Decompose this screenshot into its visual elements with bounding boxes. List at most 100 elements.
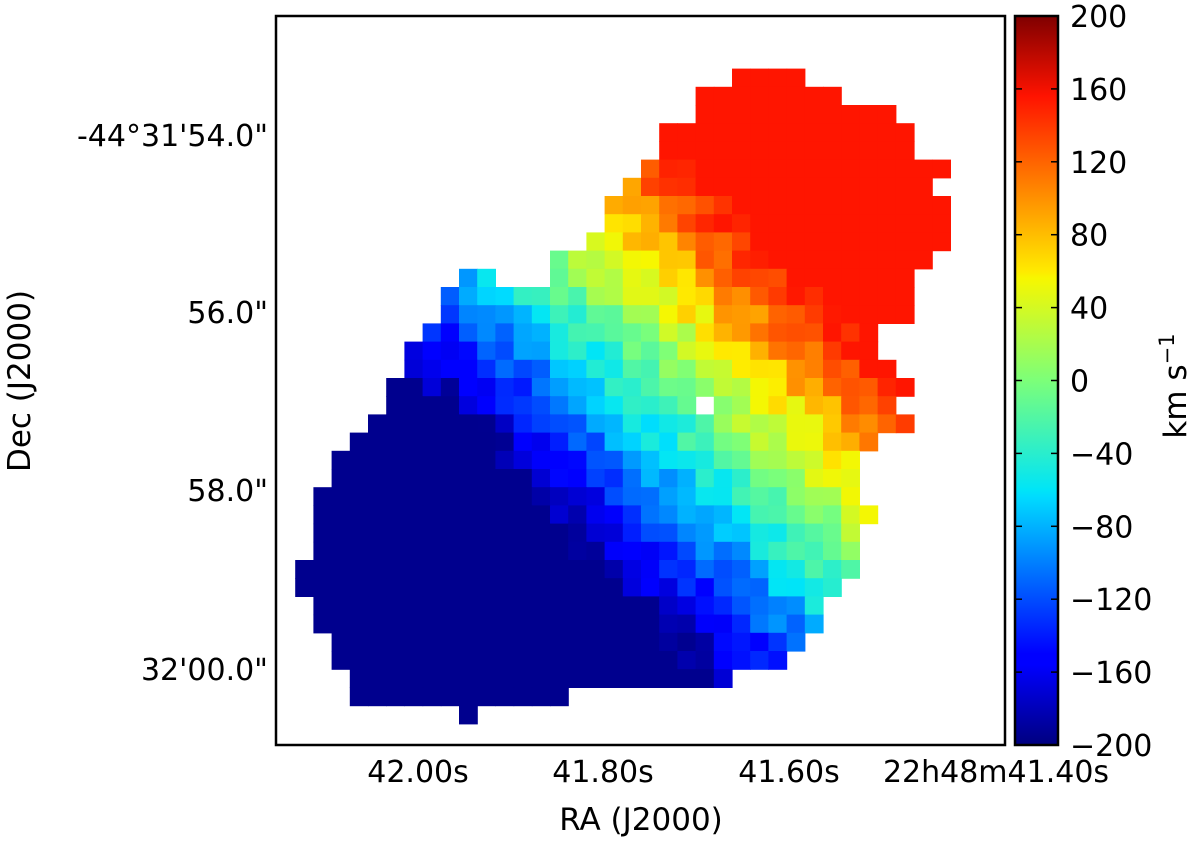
velocity-pixel [622,287,642,306]
velocity-pixel [349,505,369,525]
velocity-pixel [331,487,351,506]
velocity-pixel [404,469,424,488]
velocity-pixel [368,414,387,434]
velocity-pixel [386,450,405,470]
velocity-pixel [786,68,806,88]
velocity-pixel [823,414,842,434]
velocity-pixel [841,469,860,488]
velocity-pixel [713,669,733,688]
velocity-pixel [440,596,460,616]
velocity-pixel [713,250,733,270]
velocity-pixel [586,651,606,670]
velocity-pixel [823,450,842,470]
velocity-pixel [368,469,387,488]
velocity-pixel [804,560,824,579]
velocity-pixel [386,687,405,707]
velocity-pixel [732,651,751,670]
velocity-pixel [768,505,788,525]
velocity-pixel [804,323,824,343]
velocity-pixel [841,105,860,124]
velocity-pixel [768,450,788,470]
velocity-pixel [459,432,478,452]
velocity-pixel [368,450,387,470]
velocity-pixel [295,560,314,579]
velocity-pixel [459,596,478,616]
velocity-field-pixels [295,68,951,725]
velocity-pixel [459,341,478,361]
velocity-pixel [550,359,569,379]
velocity-pixel [495,287,515,306]
velocity-pixel [713,578,733,597]
velocity-pixel [604,487,624,506]
velocity-pixel [477,432,496,452]
velocity-pixel [641,287,660,306]
velocity-pixel [877,268,897,288]
velocity-pixel [713,596,733,616]
velocity-pixel [804,268,824,288]
velocity-pixel [459,578,478,597]
colorbar-tick-label: 120 [1070,146,1127,181]
velocity-pixel [386,632,405,652]
velocity-pixel [586,359,606,379]
velocity-pixel [859,359,879,379]
velocity-pixel [750,651,769,670]
velocity-pixel [422,378,442,397]
velocity-pixel [841,505,860,525]
velocity-pixel [859,123,879,142]
velocity-pixel [750,378,769,397]
velocity-pixel [677,159,697,179]
velocity-pixel [677,250,697,270]
velocity-pixel [459,469,478,488]
velocity-pixel [550,378,569,397]
velocity-pixel [732,86,751,106]
velocity-pixel [568,596,587,616]
velocity-pixel [877,214,897,233]
velocity-pixel [732,305,751,324]
velocity-pixel [422,651,442,670]
velocity-pixel [513,560,533,579]
velocity-pixel [604,450,624,470]
velocity-pixel [386,596,405,616]
velocity-pixel [568,450,587,470]
colorbar-tick-label: 0 [1070,365,1089,400]
velocity-pixel [786,250,806,270]
velocity-pixel [349,432,369,452]
velocity-pixel [495,469,515,488]
velocity-pixel [531,596,551,616]
velocity-pixel [568,432,587,452]
velocity-pixel [768,250,788,270]
velocity-pixel [859,378,879,397]
velocity-pixel [404,414,424,434]
velocity-pixel [786,287,806,306]
colorbar-tick-label: −80 [1070,510,1133,545]
velocity-pixel [313,614,333,634]
velocity-pixel [695,250,715,270]
velocity-pixel [841,177,860,197]
velocity-pixel [841,232,860,252]
velocity-pixel [477,487,496,506]
velocity-pixel [586,560,606,579]
velocity-pixel [732,450,751,470]
velocity-pixel [732,287,751,306]
velocity-pixel [750,487,769,506]
velocity-pixel [750,632,769,652]
velocity-pixel [768,414,788,434]
velocity-pixel [604,378,624,397]
velocity-pixel [823,287,842,306]
velocity-pixel [695,450,715,470]
velocity-pixel [459,523,478,543]
velocity-pixel [677,432,697,452]
velocity-pixel [659,669,678,688]
velocity-pixel [440,287,460,306]
velocity-pixel [695,651,715,670]
velocity-pixel [622,268,642,288]
velocity-pixel [768,214,788,233]
velocity-pixel [877,287,897,306]
velocity-pixel [531,341,551,361]
velocity-pixel [641,560,660,579]
velocity-pixel [440,414,460,434]
velocity-pixel [604,341,624,361]
velocity-pixel [677,614,697,634]
velocity-pixel [732,469,751,488]
velocity-pixel [368,541,387,561]
